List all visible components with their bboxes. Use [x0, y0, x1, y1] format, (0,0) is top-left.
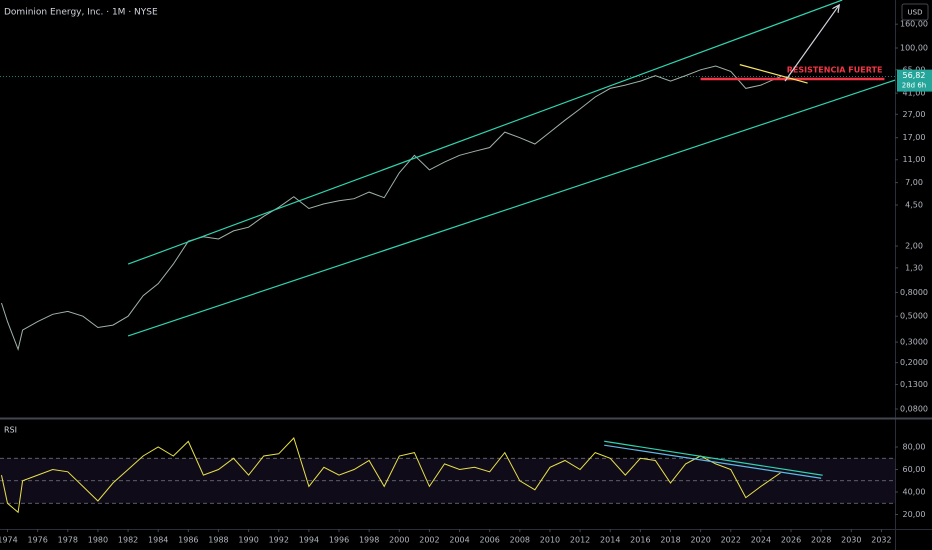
y-tick-label: 0,2000	[900, 358, 928, 367]
x-tick-label: 2010	[540, 536, 560, 545]
trend-line	[604, 444, 822, 479]
y-tick-label: 160,00	[900, 20, 928, 29]
x-tick-label: 1992	[269, 536, 289, 545]
last-price-label: 56,82	[903, 71, 926, 80]
y-tick-label: 0,8000	[900, 288, 928, 297]
y-tick-label: 0,0800	[900, 405, 928, 414]
trend-line	[739, 64, 808, 84]
x-tick-label: 1976	[27, 536, 47, 545]
y-tick-label: 11,00	[903, 155, 926, 164]
y-tick-label: 0,3000	[900, 338, 928, 347]
y-tick-label: 20,00	[903, 510, 926, 519]
x-tick-label: 2012	[570, 536, 590, 545]
y-tick-label: 40,00	[903, 488, 926, 497]
x-tick-label: 2014	[600, 536, 620, 545]
x-tick-label: 1998	[359, 536, 379, 545]
trend-line	[604, 440, 823, 476]
x-tick-label: 1996	[329, 536, 349, 545]
y-tick-label: 17,00	[903, 133, 926, 142]
series-line	[1, 437, 781, 514]
trend-line	[127, 79, 896, 337]
arrow	[784, 5, 839, 82]
x-tick-label: 1974	[0, 536, 18, 545]
x-tick-label: 1980	[88, 536, 108, 545]
x-tick-label: 2030	[841, 536, 861, 545]
series-line	[1, 65, 781, 351]
pane-title: RSI	[4, 426, 17, 435]
x-tick-label: 2024	[751, 536, 771, 545]
x-tick-label: 2004	[449, 536, 469, 545]
y-tick-label: 4,50	[905, 200, 923, 209]
x-tick-label: 2006	[480, 536, 500, 545]
y-tick-label: 100,00	[900, 43, 928, 52]
y-tick-label: 41,00	[903, 89, 926, 98]
x-tick-label: 2032	[871, 536, 891, 545]
y-tick-label: 80,00	[903, 443, 926, 452]
x-tick-label: 2020	[690, 536, 710, 545]
x-tick-label: 1978	[58, 536, 78, 545]
x-tick-label: 2008	[510, 536, 530, 545]
x-tick-label: 2026	[781, 536, 801, 545]
annotation: RESISTENCIA FUERTE	[787, 65, 883, 74]
x-tick-label: 1982	[118, 536, 138, 545]
currency[interactable]: USD	[908, 9, 923, 17]
y-tick-label: 27,00	[903, 110, 926, 119]
y-tick-label: 1,30	[905, 263, 923, 272]
x-tick-label: 2028	[811, 536, 831, 545]
y-tick-label: 0,1300	[900, 380, 928, 389]
y-tick-label: 7,00	[905, 178, 923, 187]
last-price-box	[897, 69, 932, 92]
x-tick-label: 1994	[299, 536, 319, 545]
countdown: 28d 6h	[902, 82, 926, 90]
x-tick-label: 2016	[630, 536, 650, 545]
currency-box[interactable]	[901, 3, 929, 21]
x-tick-label: 2022	[721, 536, 741, 545]
x-tick-label: 1984	[148, 536, 168, 545]
x-tick-label: 1990	[238, 536, 258, 545]
trend-line	[127, 0, 843, 265]
x-tick-label: 2002	[419, 536, 439, 545]
x-tick-label: 2018	[660, 536, 680, 545]
x-tick-label: 1986	[178, 536, 198, 545]
x-tick-label: 1988	[208, 536, 228, 545]
x-tick-label: 2000	[389, 536, 409, 545]
y-tick-label: 60,00	[903, 465, 926, 474]
chart-title: Dominion Energy, Inc. · 1M · NYSE	[4, 8, 158, 18]
y-tick-label: 2,00	[905, 242, 923, 251]
y-tick-label: 0,5000	[900, 312, 928, 321]
